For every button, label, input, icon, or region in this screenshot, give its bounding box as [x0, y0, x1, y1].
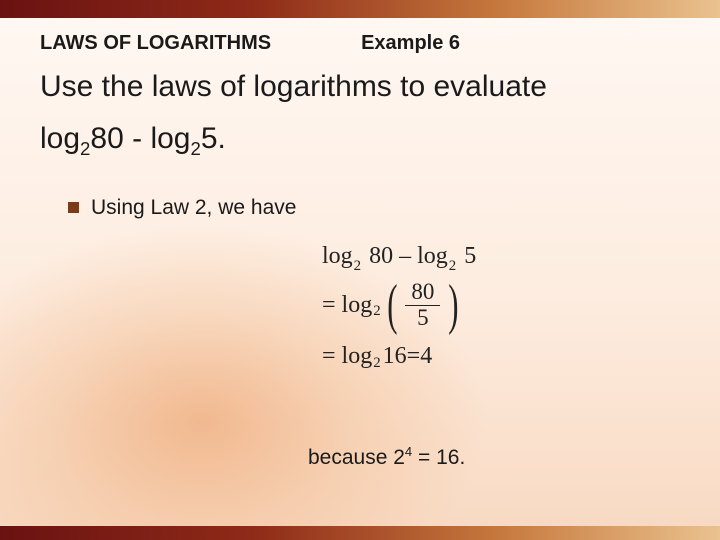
prompt-sub2: 2: [190, 138, 200, 159]
example-label: Example 6: [361, 32, 460, 55]
prompt-expression: log280 - log25.: [40, 117, 680, 161]
because-eq: =: [412, 446, 436, 469]
because-rhs: 16.: [436, 446, 465, 469]
math-l2-sub: 2: [373, 304, 380, 319]
lparen-icon: (: [387, 280, 397, 330]
frac-numerator: 80: [405, 280, 440, 304]
prompt-sub1: 2: [80, 138, 90, 159]
top-accent-bar: [0, 0, 720, 18]
frac-denominator: 5: [411, 306, 435, 330]
prompt-line1: Use the laws of logarithms to evaluate: [40, 65, 680, 109]
prompt-minus: -: [124, 122, 151, 155]
bottom-accent-bar: [0, 526, 720, 540]
bullet-square-icon: [68, 202, 79, 213]
math-l2-log: log: [342, 293, 373, 317]
math-derivation: log2 80 – log2 5 = log2 ( 80 5 ) = log2 …: [322, 244, 476, 368]
prompt-arg1: 80: [90, 122, 123, 155]
math-l1-arg2: 5: [458, 243, 476, 269]
rparen-icon: ): [449, 280, 459, 330]
math-l3-sub: 2: [373, 356, 380, 371]
prompt-log1: log: [40, 122, 80, 155]
math-l3-result: 4: [420, 344, 432, 368]
bullet-text: Using Law 2, we have: [91, 196, 296, 220]
math-l3-arg: 16: [383, 344, 407, 368]
math-l3-eq1: =: [322, 344, 336, 368]
math-l1-sub1: 2: [354, 258, 361, 274]
math-line2: = log2 ( 80 5 ): [322, 280, 476, 330]
because-line: because 24 = 16.: [308, 446, 465, 470]
math-fraction: 80 5: [405, 280, 440, 330]
prompt-arg2: 5.: [201, 122, 226, 155]
math-line1: log2 80 – log2 5: [322, 244, 476, 268]
math-l1-arg1: 80: [363, 243, 393, 269]
math-l1-log1: log: [322, 243, 353, 269]
prompt-log2: log: [150, 122, 190, 155]
header-row: LAWS OF LOGARITHMS Example 6: [0, 18, 720, 65]
math-line3: = log2 16 = 4: [322, 344, 476, 368]
section-title: LAWS OF LOGARITHMS: [40, 32, 271, 55]
because-prefix: because: [308, 446, 393, 469]
bullet-row: Using Law 2, we have: [0, 160, 720, 220]
math-l1-log2: log: [417, 243, 448, 269]
math-l3-eq2: =: [407, 344, 421, 368]
math-l2-eq: =: [322, 293, 336, 317]
math-l1-minus: –: [393, 243, 417, 269]
math-l1-sub2: 2: [449, 258, 456, 274]
math-l3-log: log: [342, 344, 373, 368]
prompt-text: Use the laws of logarithms to evaluate l…: [0, 65, 720, 160]
because-base: 2: [393, 446, 405, 469]
